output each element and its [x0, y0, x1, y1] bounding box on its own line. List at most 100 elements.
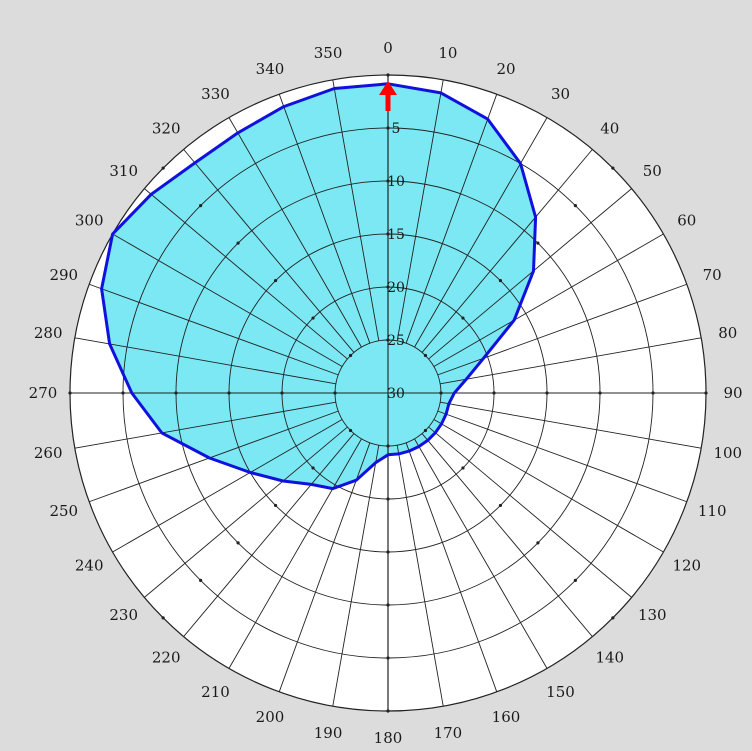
- grid-tick-dot: [386, 709, 390, 713]
- grid-spoke: [437, 410, 687, 503]
- grid-spoke: [405, 94, 498, 344]
- grid-tick-dot: [498, 278, 503, 283]
- bearing-label: 30: [551, 85, 570, 103]
- grid-tick-dot: [386, 603, 390, 607]
- grid-tick-dot: [386, 179, 390, 183]
- grid-tick-dot: [461, 316, 465, 320]
- grid-tick-dot: [199, 204, 203, 208]
- radial-tick-labels: 5 10 15 20 25 30: [387, 121, 405, 402]
- grid-tick-dot: [704, 391, 708, 395]
- grid-spoke: [421, 433, 593, 637]
- grid-tick-dot: [386, 285, 390, 289]
- grid-spoke: [421, 149, 593, 353]
- bearing-label: 50: [643, 162, 662, 180]
- grid-tick-dot: [386, 232, 390, 236]
- grid-spoke: [278, 94, 371, 344]
- grid-spoke: [414, 438, 548, 669]
- bearing-label: 290: [49, 266, 78, 284]
- grid-tick-dot: [386, 550, 390, 554]
- bearing-label: 330: [201, 85, 230, 103]
- data-region-outline: [100, 82, 538, 491]
- radial-tick-label: 15: [387, 227, 405, 243]
- grid-spoke: [89, 283, 339, 376]
- bearing-label: 250: [49, 502, 78, 520]
- bearing-label: 310: [109, 162, 138, 180]
- grid-spoke: [437, 283, 687, 376]
- radial-tick-label: 20: [387, 280, 405, 296]
- grid-tick-dot: [651, 391, 655, 395]
- grid-spoke: [183, 433, 355, 637]
- grid-spoke: [144, 188, 348, 360]
- grid-tick-dot: [598, 391, 602, 395]
- grid-tick-dot: [423, 428, 428, 433]
- grid-tick-dot: [573, 204, 577, 208]
- grid-tick-dot: [161, 166, 165, 170]
- grid-tick-dot: [174, 391, 178, 395]
- grid-tick-dot: [461, 466, 465, 470]
- grid-tick-dot: [348, 353, 353, 358]
- grid-tick-dot: [492, 391, 496, 395]
- grid-spoke: [440, 401, 702, 449]
- bearing-label: 130: [638, 606, 667, 624]
- bearing-label: 20: [496, 60, 515, 78]
- grid-spoke: [74, 401, 336, 449]
- grid-spoke: [89, 410, 339, 503]
- bearing-label: 200: [256, 708, 285, 726]
- grid-spoke: [278, 442, 371, 692]
- bearing-label: 0: [383, 39, 393, 57]
- grid-spoke: [428, 188, 632, 360]
- bearing-label: 260: [34, 444, 63, 462]
- grid-tick-dot: [386, 73, 390, 77]
- north-arrow-group: [379, 81, 397, 111]
- bearing-label: 350: [314, 44, 343, 62]
- grid-spoke: [428, 426, 632, 598]
- grid-tick-dot: [348, 428, 353, 433]
- radial-tick-label: 30: [387, 386, 405, 402]
- angular-tick-labels: 0 10 20 30 40 50 60 70 80 90 100 110 120 130 140 150 160…: [29, 39, 743, 747]
- bearing-label: 240: [75, 557, 104, 575]
- grid-tick-dot: [227, 391, 231, 395]
- grid-tick-dot: [311, 316, 315, 320]
- grid-tick-dot: [236, 541, 240, 545]
- bearing-label: 120: [672, 557, 701, 575]
- grid-spoke: [183, 149, 355, 353]
- grid-spoke: [332, 79, 380, 341]
- grid-spoke: [112, 419, 343, 553]
- bearing-label: 220: [152, 648, 181, 666]
- radial-tick-label: 25: [387, 333, 405, 349]
- bearing-label: 160: [492, 708, 521, 726]
- grid-spoke: [332, 445, 380, 707]
- bearing-label: 140: [595, 648, 624, 666]
- bearing-label: 60: [677, 212, 696, 230]
- grid-spoke: [396, 445, 444, 707]
- grid-tick-dot: [236, 241, 240, 245]
- grid-tick-dot: [386, 497, 390, 501]
- grid-spoke: [74, 337, 336, 385]
- grid-spoke: [414, 117, 548, 348]
- grid-spoke: [396, 79, 444, 341]
- bearing-label: 10: [438, 44, 457, 62]
- grid-spoke: [228, 117, 362, 348]
- grid-spoke: [112, 233, 343, 367]
- grid-tick-dot: [121, 391, 125, 395]
- grid-tick-dot: [545, 391, 549, 395]
- bearing-label: 110: [698, 502, 727, 520]
- grid-tick-dot: [498, 503, 503, 508]
- polar-grid: [68, 73, 708, 713]
- grid-tick-dot: [386, 338, 390, 342]
- bearing-label: 90: [723, 384, 742, 402]
- grid-tick-dot: [161, 616, 165, 620]
- bearing-label: 180: [374, 729, 403, 747]
- bearing-label: 230: [109, 606, 138, 624]
- grid-tick-dot: [199, 578, 203, 582]
- grid-tick-dot: [536, 241, 540, 245]
- grid-tick-dot: [536, 541, 540, 545]
- bearing-label: 170: [434, 724, 463, 742]
- grid-tick-dot: [439, 391, 443, 395]
- grid-tick-dot: [273, 503, 278, 508]
- grid-tick-dot: [611, 166, 615, 170]
- grid-tick-dot: [68, 391, 72, 395]
- grid-spoke: [405, 442, 498, 692]
